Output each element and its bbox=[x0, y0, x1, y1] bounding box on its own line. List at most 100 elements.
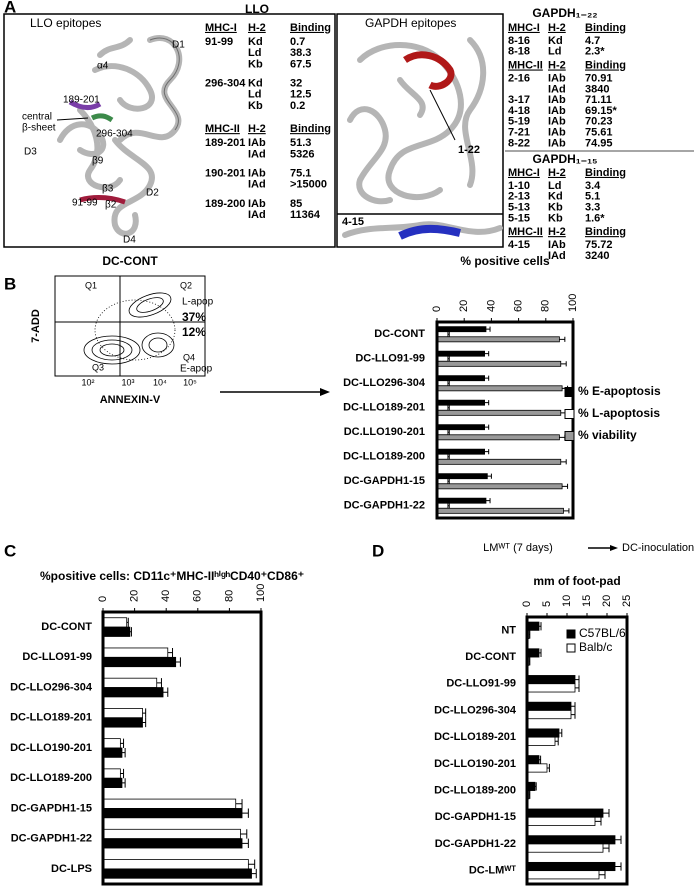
table-cell: Kd bbox=[248, 78, 263, 90]
table-cell: 5-13 bbox=[508, 202, 530, 214]
legend-label: C57BL/6 bbox=[579, 626, 626, 640]
bar bbox=[102, 647, 169, 658]
table-header: H-2 bbox=[248, 123, 266, 135]
x-tick-label: 10⁵ bbox=[183, 377, 197, 387]
error-bar bbox=[555, 737, 559, 746]
legend-swatch bbox=[564, 431, 575, 441]
contours bbox=[83, 292, 176, 365]
bar bbox=[526, 710, 572, 720]
category-label: DC-CONT bbox=[374, 328, 425, 340]
bar bbox=[436, 497, 487, 504]
table-header: Binding bbox=[585, 226, 626, 238]
bar bbox=[102, 798, 237, 809]
error-bar bbox=[529, 657, 531, 666]
table-header: H-2 bbox=[548, 60, 566, 72]
bar bbox=[436, 434, 560, 441]
bar bbox=[526, 835, 616, 845]
category-label: NT bbox=[501, 624, 516, 636]
table-cell: IAb bbox=[548, 105, 566, 117]
bar bbox=[436, 473, 488, 480]
x-tick-label: 10² bbox=[81, 377, 94, 387]
gapdh-panel-frame bbox=[336, 13, 504, 248]
table-cell: IAd bbox=[548, 83, 566, 95]
table-title: LLO bbox=[245, 2, 269, 16]
error-bar bbox=[485, 498, 491, 504]
category-label: DC-LLO189-200 bbox=[343, 451, 425, 463]
table-header: H-2 bbox=[548, 167, 566, 179]
error-bar bbox=[167, 647, 174, 658]
bar bbox=[526, 870, 600, 880]
table-cell: Kb bbox=[548, 212, 563, 224]
bar bbox=[436, 380, 449, 387]
category-label: DC-LLO91-99 bbox=[355, 353, 425, 365]
table-cell: IAb bbox=[248, 168, 266, 180]
error-bar bbox=[559, 434, 566, 440]
flow-frame bbox=[54, 275, 206, 377]
error-bar bbox=[447, 380, 450, 386]
table-cell: IAb bbox=[548, 127, 566, 139]
table-cell: IAb bbox=[548, 137, 566, 149]
category-label: DC-CONT bbox=[465, 651, 516, 663]
error-bar bbox=[120, 738, 125, 748]
axis-label: 7-ADD bbox=[30, 309, 42, 343]
table-header: Binding bbox=[290, 22, 331, 34]
chart-title: mm of foot-pad bbox=[533, 574, 620, 588]
error-bar bbox=[615, 862, 622, 871]
error-bar bbox=[560, 361, 567, 367]
structure-label: 1-22 bbox=[458, 144, 480, 156]
bar bbox=[102, 808, 243, 819]
bar bbox=[102, 768, 121, 779]
category-label: DC-LLO296-304 bbox=[10, 681, 93, 693]
error-bar bbox=[156, 678, 162, 688]
table-header: MHC-II bbox=[205, 123, 240, 135]
bar bbox=[436, 350, 485, 357]
table-cell: Kb bbox=[548, 202, 563, 214]
panel-letter: D bbox=[372, 541, 384, 560]
bar bbox=[436, 502, 449, 509]
panel-letter: C bbox=[4, 541, 16, 560]
x-tick-label: 10³ bbox=[121, 377, 134, 387]
table-header: Binding bbox=[585, 60, 626, 72]
error-bar bbox=[560, 459, 567, 465]
bar bbox=[102, 677, 158, 688]
bar bbox=[436, 424, 485, 431]
category-label: DC-LPS bbox=[51, 863, 92, 875]
table-cell: 296-304 bbox=[205, 78, 246, 90]
bar bbox=[436, 483, 563, 490]
table-cell: 189-201 bbox=[205, 137, 245, 149]
bar bbox=[436, 331, 449, 338]
table-cell: IAd bbox=[248, 209, 266, 221]
legend-label: % viability bbox=[578, 428, 637, 442]
error-bar bbox=[447, 405, 450, 411]
category-label: DC-GAPDH1-15 bbox=[435, 811, 516, 823]
x-tick-label: 40 bbox=[160, 590, 172, 602]
category-label: DC-CONT bbox=[41, 621, 92, 633]
protocol-step: DC-inoculation + Advax bbox=[622, 542, 694, 554]
error-bar bbox=[447, 454, 450, 460]
table-header: MHC-II bbox=[508, 226, 543, 238]
table-header: MHC-I bbox=[508, 22, 540, 34]
category-label: DC-LLO189-200 bbox=[10, 772, 92, 784]
structure-label: 4-15 bbox=[342, 216, 364, 228]
error-bar bbox=[447, 429, 450, 435]
table-cell: IAb bbox=[248, 137, 266, 149]
gate-label: L-apop bbox=[182, 297, 214, 308]
table-cell: IAb bbox=[248, 198, 266, 210]
error-bar bbox=[248, 859, 256, 869]
bar bbox=[102, 747, 123, 758]
error-bar bbox=[484, 375, 490, 381]
quadrant-label: Q3 bbox=[92, 362, 104, 372]
structure-label: α4 bbox=[97, 61, 109, 72]
table-cell: 71.11 bbox=[585, 94, 612, 106]
x-tick-label: 0 bbox=[431, 306, 443, 312]
structure-label: D2 bbox=[146, 188, 159, 199]
table-header: Binding bbox=[585, 167, 626, 179]
table-cell: 67.5 bbox=[290, 58, 311, 70]
error-bar bbox=[603, 808, 610, 818]
bar bbox=[526, 736, 556, 746]
x-tick-label: 100 bbox=[567, 294, 579, 312]
x-tick-label: 20 bbox=[458, 300, 470, 312]
table-cell: 189-200 bbox=[205, 198, 245, 210]
bar bbox=[436, 453, 449, 460]
x-tick-label: 100 bbox=[255, 584, 267, 602]
